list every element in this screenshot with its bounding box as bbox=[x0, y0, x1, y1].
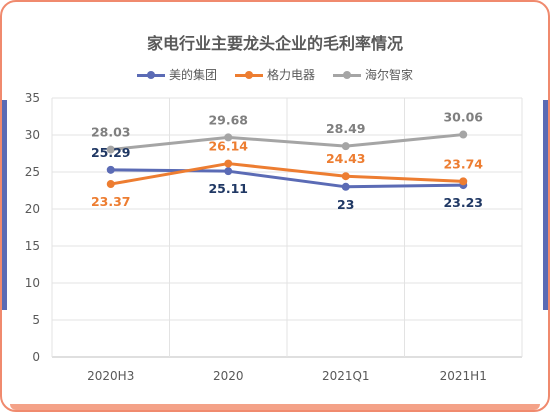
series-line-1 bbox=[109, 162, 465, 186]
y-tick-label-0: 0 bbox=[32, 350, 40, 364]
y-tick-label-1: 5 bbox=[32, 313, 40, 327]
legend-swatch-series-2 bbox=[333, 69, 361, 81]
y-tick-label-5: 25 bbox=[25, 165, 40, 179]
data-point-s2-2 bbox=[341, 142, 350, 151]
x-tick-label-0: 2020H3 bbox=[87, 369, 134, 383]
data-point-s1-3 bbox=[459, 177, 468, 186]
chart-title: 家电行业主要龙头企业的毛利率情况 bbox=[146, 34, 403, 53]
y-tick-label-6: 30 bbox=[25, 128, 40, 142]
data-label-s2-2: 28.49 bbox=[326, 121, 366, 136]
data-point-s0-2 bbox=[341, 182, 350, 191]
data-point-s2-0 bbox=[106, 145, 115, 154]
y-axis: 0 5 10 15 20 25 30 35 bbox=[25, 91, 40, 364]
y-tick-label-2: 10 bbox=[25, 276, 40, 290]
y-tick-label-4: 20 bbox=[25, 202, 40, 216]
data-label-s2-1: 29.68 bbox=[208, 112, 248, 127]
data-label-s2-3: 30.06 bbox=[443, 110, 483, 125]
data-label-s1-0: 23.37 bbox=[91, 194, 131, 209]
x-tick-label-3: 2021H1 bbox=[440, 369, 487, 383]
data-label-s1-2: 24.43 bbox=[326, 151, 366, 166]
data-labels: 25.29 25.11 23 23.23 23.37 26.14 24.43 23.74 28.… bbox=[91, 110, 483, 212]
chart-legend: 美的集团 格力电器 海尔智家 bbox=[0, 66, 550, 83]
data-point-s0-0 bbox=[106, 165, 115, 174]
x-tick-label-2: 2021Q1 bbox=[322, 369, 370, 383]
bottom-accent-stripe bbox=[10, 404, 540, 410]
legend-item-series-2: 海尔智家 bbox=[333, 66, 413, 83]
data-label-s1-1: 26.14 bbox=[208, 139, 248, 154]
data-point-s1-0 bbox=[106, 180, 115, 189]
legend-label-series-1: 格力电器 bbox=[266, 68, 315, 82]
legend-swatch-series-1 bbox=[234, 69, 263, 81]
data-label-s0-0: 25.29 bbox=[91, 145, 131, 160]
legend-item-series-0: 美的集团 bbox=[136, 66, 217, 83]
right-accent-bar bbox=[543, 100, 548, 310]
series-lines bbox=[109, 133, 465, 189]
series-line-2 bbox=[109, 133, 465, 152]
left-accent-bar bbox=[2, 100, 7, 310]
y-tick-label-7: 35 bbox=[25, 91, 40, 105]
legend-item-series-1: 格力电器 bbox=[234, 66, 315, 83]
data-label-s1-3: 23.74 bbox=[443, 156, 483, 171]
data-point-s0-1 bbox=[224, 167, 233, 176]
legend-label-series-0: 美的集团 bbox=[168, 68, 217, 82]
data-point-s2-3 bbox=[459, 130, 468, 139]
x-axis: 2020H3 2020 2021Q1 2021H1 bbox=[87, 369, 487, 383]
data-point-s1-1 bbox=[224, 159, 233, 168]
data-point-s1-2 bbox=[341, 172, 350, 181]
y-tick-label-3: 15 bbox=[25, 239, 40, 253]
data-label-s0-1: 25.11 bbox=[208, 181, 248, 196]
data-label-s2-0: 28.03 bbox=[91, 125, 131, 140]
series-points bbox=[106, 130, 468, 191]
series-line-0 bbox=[109, 168, 465, 189]
data-label-s0-3: 23.23 bbox=[443, 195, 483, 210]
data-label-s0-2: 23 bbox=[337, 197, 354, 212]
legend-label-series-2: 海尔智家 bbox=[365, 68, 414, 82]
legend-swatch-series-0 bbox=[136, 69, 165, 81]
x-tick-label-1: 2020 bbox=[213, 369, 244, 383]
grid-lines bbox=[51, 97, 523, 358]
data-point-s2-1 bbox=[224, 133, 233, 142]
